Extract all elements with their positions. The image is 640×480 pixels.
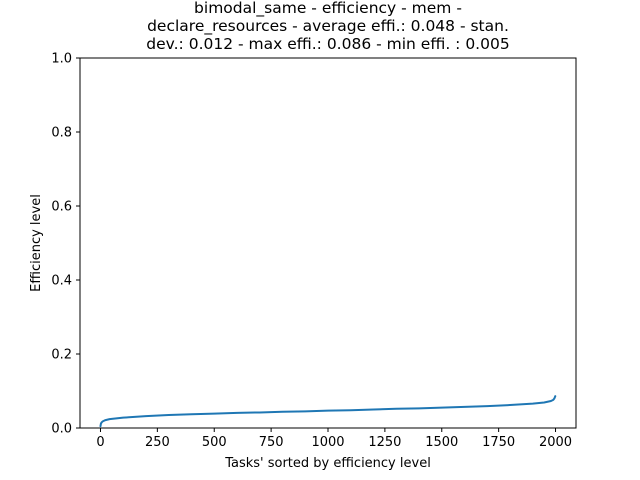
x-tick-label: 500	[202, 435, 227, 450]
chart-title: bimodal_same - efficiency - mem - declar…	[146, 0, 509, 53]
x-tick-label: 2000	[539, 435, 572, 450]
y-axis-ticks: 0.0 0.2 0.4 0.6 0.8 1.0	[51, 52, 80, 437]
y-tick-label: 0.4	[51, 274, 72, 289]
y-axis-label: Efficiency level	[29, 194, 44, 292]
x-tick-label: 1750	[482, 435, 515, 450]
x-tick-label: 1000	[311, 435, 344, 450]
y-tick-label: 0.2	[51, 348, 72, 363]
plot-frame	[79, 57, 577, 429]
efficiency-series-line	[99, 395, 557, 428]
title-line-1: bimodal_same - efficiency - mem -	[194, 0, 462, 18]
x-tick-label: 1500	[425, 435, 458, 450]
x-tick-label: 250	[145, 435, 170, 450]
title-line-2: declare_resources - average effi.: 0.048…	[147, 17, 509, 36]
plot-area	[80, 58, 576, 428]
x-axis-ticks: 0 250 500 750 1000 1250 1500 1750 2000	[96, 428, 572, 450]
x-tick-label: 750	[259, 435, 284, 450]
y-tick-label: 0.6	[51, 200, 72, 215]
y-tick-label: 1.0	[51, 52, 72, 67]
y-tick-label: 0.0	[51, 422, 72, 437]
x-axis-label: Tasks' sorted by efficiency level	[224, 456, 431, 471]
title-line-3: dev.: 0.012 - max effi.: 0.086 - min eff…	[146, 35, 509, 53]
x-tick-label: 0	[96, 435, 104, 450]
x-tick-label: 1250	[368, 435, 401, 450]
y-tick-label: 0.8	[51, 126, 72, 141]
